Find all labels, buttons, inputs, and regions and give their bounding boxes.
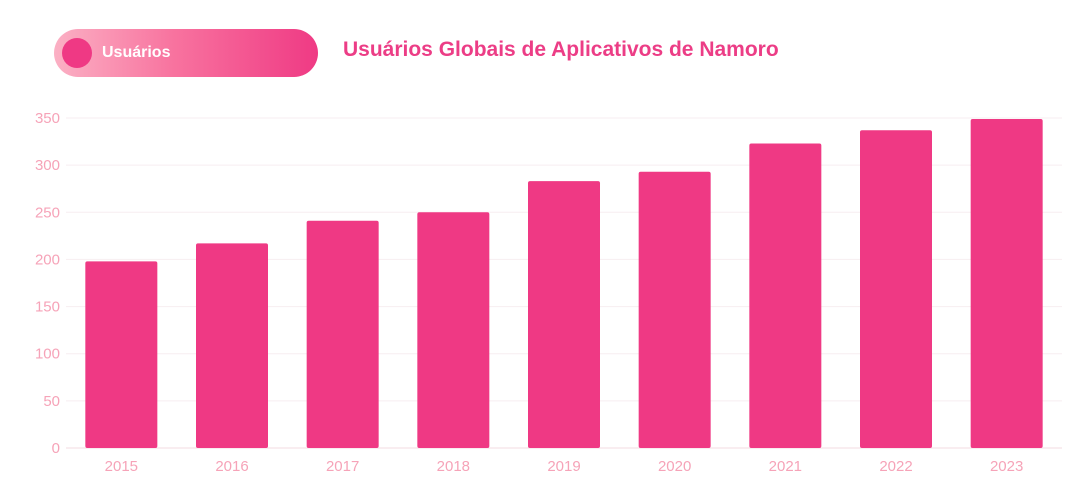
x-tick-label: 2015 xyxy=(105,458,138,475)
legend: Usuários xyxy=(54,29,318,77)
x-tick-label: 2021 xyxy=(769,458,802,475)
bar-2017 xyxy=(306,220,379,448)
y-tick-label: 150 xyxy=(35,299,60,316)
y-tick-label: 200 xyxy=(35,251,60,268)
chart-title: Usuários Globais de Aplicativos de Namor… xyxy=(343,38,779,61)
x-tick-label: 2022 xyxy=(879,458,912,475)
x-tick-label: 2019 xyxy=(547,458,580,475)
y-tick-label: 250 xyxy=(35,204,60,221)
bar-2016 xyxy=(196,243,268,448)
x-tick-label: 2020 xyxy=(658,458,691,475)
y-tick-label: 350 xyxy=(35,110,60,127)
bar-2018 xyxy=(417,212,490,448)
legend-swatch xyxy=(62,38,92,68)
bar-2022 xyxy=(860,130,932,448)
x-axis-ticks: 2015 2016 2017 2018 2019 2020 2021 2022 2023 xyxy=(105,458,1024,475)
bar-2020 xyxy=(638,171,711,448)
bar-2023 xyxy=(970,118,1043,448)
x-tick-label: 2017 xyxy=(326,458,359,475)
x-tick-label: 2016 xyxy=(215,458,248,475)
bar-2021 xyxy=(749,143,822,448)
bar-2019 xyxy=(528,181,600,448)
y-axis-ticks: 0 50 100 150 200 250 300 350 xyxy=(35,110,60,457)
bars xyxy=(85,118,1043,448)
legend-label: Usuários xyxy=(102,44,171,61)
y-tick-label: 100 xyxy=(35,346,60,363)
x-tick-label: 2018 xyxy=(437,458,470,475)
y-tick-label: 300 xyxy=(35,157,60,174)
y-tick-label: 0 xyxy=(52,440,60,457)
bar-2015 xyxy=(85,261,158,448)
y-tick-label: 50 xyxy=(43,393,60,410)
x-tick-label: 2023 xyxy=(990,458,1023,475)
